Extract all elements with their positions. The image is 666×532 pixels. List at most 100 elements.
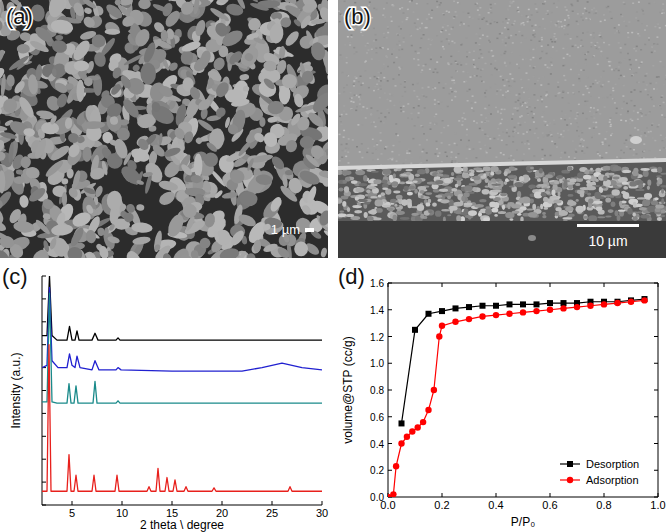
surface-texture: [494, 3, 496, 5]
surface-texture: [371, 139, 373, 141]
surface-texture: [347, 148, 349, 150]
surface-texture: [593, 37, 595, 39]
surface-texture: [420, 38, 422, 40]
surface-texture: [602, 97, 604, 99]
surface-texture: [664, 117, 666, 119]
sem-grain: [74, 60, 90, 71]
surface-texture: [414, 93, 416, 95]
surface-texture: [637, 33, 639, 35]
surface-texture: [643, 143, 645, 145]
surface-texture: [351, 36, 353, 38]
surface-texture: [418, 112, 420, 114]
surface-texture: [650, 83, 652, 85]
surface-texture: [501, 32, 503, 34]
surface-texture: [378, 80, 380, 82]
surface-texture: [584, 54, 586, 56]
surface-texture: [629, 69, 631, 71]
surface-texture: [599, 155, 601, 157]
surface-texture: [541, 116, 543, 118]
sem-grain: [0, 150, 7, 163]
surface-texture: [506, 120, 508, 122]
surface-texture: [605, 152, 607, 154]
surface-texture: [492, 56, 494, 58]
surface-texture: [391, 95, 393, 97]
surface-texture: [577, 126, 579, 128]
surface-texture: [648, 3, 650, 4]
sem-grain: [165, 0, 172, 2]
sem-grain: [239, 73, 249, 80]
sem-grain: [194, 154, 202, 177]
sem-grain: [201, 150, 220, 168]
sem-grain: [320, 247, 328, 258]
surface-texture: [395, 133, 397, 135]
sem-grain: [91, 33, 107, 48]
surface-texture: [471, 102, 473, 104]
surface-texture: [515, 34, 517, 36]
surface-texture: [463, 23, 465, 25]
surface-texture: [435, 123, 437, 125]
sem-grain: [183, 130, 195, 144]
surface-texture: [376, 78, 378, 80]
sem-grain: [243, 86, 250, 92]
sem-grain: [183, 0, 192, 1]
sem-grain: [158, 133, 164, 146]
surface-texture: [523, 24, 525, 26]
surface-texture: [638, 67, 640, 69]
surface-texture: [640, 135, 642, 137]
surface-texture: [380, 121, 382, 123]
surface-texture: [550, 26, 552, 28]
surface-texture: [526, 108, 528, 110]
sem-grain: [270, 154, 287, 171]
sem-grain: [278, 184, 299, 204]
surface-texture: [653, 105, 655, 107]
surface-texture: [553, 120, 555, 122]
surface-texture: [490, 113, 492, 115]
surface-texture: [393, 145, 395, 147]
surface-texture: [646, 25, 648, 27]
sem-grain: [0, 73, 6, 97]
surface-texture: [595, 12, 597, 14]
surface-texture: [597, 153, 599, 155]
sem-grain: [152, 3, 170, 15]
sem-grain: [0, 48, 7, 72]
surface-texture: [486, 152, 488, 154]
surface-texture: [618, 42, 620, 44]
surface-texture: [656, 88, 658, 90]
surface-texture: [570, 69, 572, 71]
surface-texture: [609, 119, 611, 121]
surface-texture: [474, 102, 476, 104]
surface-texture: [416, 96, 418, 98]
surface-texture: [523, 153, 525, 155]
surface-texture: [343, 130, 345, 132]
surface-texture: [572, 84, 574, 86]
surface-texture: [436, 72, 438, 74]
surface-texture: [641, 61, 643, 63]
surface-texture: [422, 87, 424, 89]
surface-texture: [490, 63, 492, 65]
surface-texture: [636, 82, 638, 84]
surface-texture: [584, 101, 586, 103]
sem-grain: [0, 137, 7, 159]
surface-texture: [476, 33, 478, 35]
surface-texture: [412, 84, 414, 86]
surface-texture: [528, 143, 530, 145]
surface-texture: [372, 159, 374, 161]
surface-texture: [539, 58, 541, 60]
sem-grain: [317, 209, 328, 227]
surface-texture: [504, 109, 506, 111]
surface-texture: [387, 48, 389, 50]
surface-texture: [587, 77, 589, 79]
surface-texture: [557, 86, 559, 88]
sem-grain: [255, 174, 273, 186]
surface-texture: [349, 42, 351, 44]
surface-texture: [435, 153, 437, 155]
surface-texture: [608, 44, 610, 46]
surface-texture: [396, 33, 398, 35]
surface-texture: [418, 99, 420, 101]
surface-texture: [644, 29, 646, 31]
surface-texture: [339, 93, 341, 95]
surface-texture: [532, 76, 534, 78]
sem-grain: [13, 176, 25, 185]
sem-grain: [107, 235, 121, 245]
surface-texture: [593, 113, 595, 115]
